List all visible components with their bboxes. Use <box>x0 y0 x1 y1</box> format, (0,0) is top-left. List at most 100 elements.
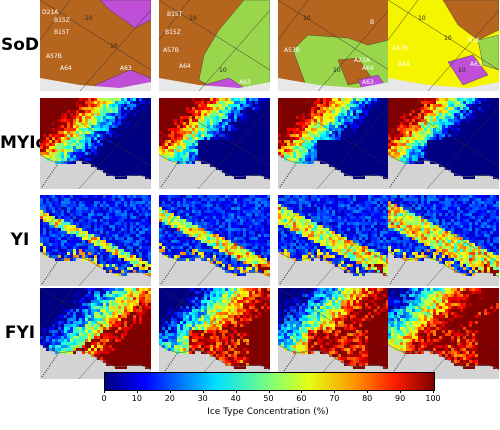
land-cell <box>344 182 347 185</box>
concentration-cell <box>264 134 267 137</box>
concentration-cell <box>73 204 76 207</box>
concentration-cell <box>353 140 356 143</box>
land-cell <box>183 182 186 185</box>
concentration-cell <box>145 146 148 149</box>
concentration-cell <box>374 98 377 101</box>
concentration-cell <box>189 107 192 110</box>
concentration-cell <box>281 143 284 146</box>
concentration-cell <box>195 119 198 122</box>
land-cell <box>148 182 151 185</box>
land-cell <box>394 176 397 179</box>
concentration-cell <box>124 176 127 179</box>
concentration-cell <box>195 116 198 119</box>
concentration-cell <box>356 143 359 146</box>
concentration-cell <box>344 119 347 122</box>
concentration-cell <box>448 104 451 107</box>
concentration-cell <box>344 101 347 104</box>
concentration-cell <box>70 216 73 219</box>
concentration-cell <box>210 104 213 107</box>
concentration-cell <box>365 173 368 176</box>
concentration-cell <box>67 107 70 110</box>
concentration-cell <box>397 116 400 119</box>
concentration-cell <box>70 207 73 210</box>
land-cell <box>76 188 79 189</box>
land-cell <box>82 170 85 173</box>
concentration-cell <box>49 107 52 110</box>
concentration-cell <box>264 101 267 104</box>
concentration-cell <box>448 122 451 125</box>
land-cell <box>174 176 177 179</box>
concentration-cell <box>481 167 484 170</box>
concentration-cell <box>168 116 171 119</box>
concentration-cell <box>371 122 374 125</box>
concentration-cell <box>314 107 317 110</box>
land-cell <box>296 170 299 173</box>
concentration-cell <box>231 131 234 134</box>
concentration-cell <box>124 164 127 167</box>
concentration-cell <box>278 119 281 122</box>
land-cell <box>481 185 484 188</box>
concentration-cell <box>406 125 409 128</box>
concentration-cell <box>228 155 231 158</box>
concentration-cell <box>457 110 460 113</box>
concentration-cell <box>210 113 213 116</box>
land-cell <box>58 185 61 188</box>
land-cell <box>207 188 210 189</box>
land-cell <box>362 185 365 188</box>
concentration-cell <box>49 143 52 146</box>
concentration-cell <box>94 198 97 201</box>
concentration-cell <box>323 158 326 161</box>
concentration-cell <box>61 125 64 128</box>
concentration-cell <box>287 104 290 107</box>
concentration-cell <box>91 128 94 131</box>
concentration-cell <box>400 158 403 161</box>
land-cell <box>46 170 49 173</box>
concentration-cell <box>124 137 127 140</box>
concentration-cell <box>463 101 466 104</box>
concentration-cell <box>225 149 228 152</box>
concentration-cell <box>341 104 344 107</box>
concentration-cell <box>198 146 201 149</box>
concentration-cell <box>249 116 252 119</box>
concentration-cell <box>64 207 67 210</box>
concentration-cell <box>287 158 290 161</box>
concentration-cell <box>82 161 85 164</box>
concentration-cell <box>94 113 97 116</box>
concentration-cell <box>365 98 368 101</box>
land-cell <box>383 182 386 185</box>
land-cell <box>332 179 335 182</box>
land-cell <box>305 185 308 188</box>
concentration-cell <box>478 101 481 104</box>
land-cell <box>424 176 427 179</box>
land-cell <box>320 167 323 170</box>
land-cell <box>320 185 323 188</box>
concentration-cell <box>55 161 58 164</box>
concentration-cell <box>317 98 320 101</box>
concentration-cell <box>58 216 61 219</box>
concentration-cell <box>55 155 58 158</box>
concentration-cell <box>240 131 243 134</box>
concentration-cell <box>52 107 55 110</box>
land-cell <box>388 170 391 173</box>
land-cell <box>296 188 299 189</box>
concentration-cell <box>490 128 493 131</box>
concentration-cell <box>195 101 198 104</box>
concentration-cell <box>424 137 427 140</box>
concentration-cell <box>258 170 261 173</box>
concentration-cell <box>249 140 252 143</box>
concentration-cell <box>436 140 439 143</box>
concentration-cell <box>210 122 213 125</box>
concentration-cell <box>255 122 258 125</box>
land-cell <box>198 173 201 176</box>
concentration-cell <box>127 110 130 113</box>
land-cell <box>162 161 165 164</box>
land-cell <box>109 182 112 185</box>
concentration-cell <box>219 149 222 152</box>
concentration-cell <box>55 128 58 131</box>
concentration-cell <box>201 110 204 113</box>
concentration-cell <box>234 122 237 125</box>
concentration-cell <box>293 101 296 104</box>
land-cell <box>204 170 207 173</box>
concentration-cell <box>490 173 493 176</box>
concentration-cell <box>52 213 55 216</box>
